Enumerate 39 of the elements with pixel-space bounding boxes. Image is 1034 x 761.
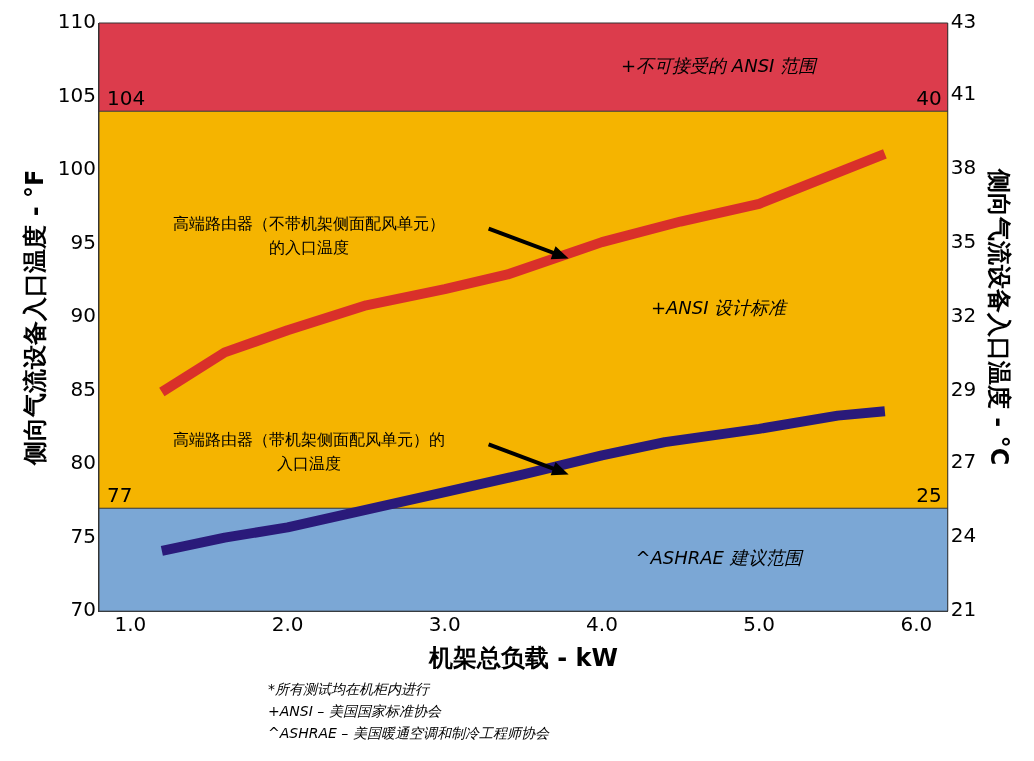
band-label: ^ASHRAE 建议范围 (635, 547, 804, 569)
y2-tick-label: 24 (950, 523, 977, 548)
annotation: 25 (916, 483, 942, 508)
x-tick-label: 4.0 (586, 612, 618, 637)
y-tick-label: 105 (57, 82, 96, 107)
y2-tick-label: 41 (950, 80, 977, 105)
annotation: 高端路由器（不带机架侧面配风单元）的入口温度 (172, 213, 445, 257)
y2-tick-label: 21 (950, 597, 977, 622)
y2-tick-label: 38 (950, 154, 977, 179)
band-label: +不可接受的 ANSI 范围 (621, 54, 819, 76)
band-label: +ANSI 设计标准 (650, 297, 790, 319)
y2-tick-label: 32 (950, 303, 977, 328)
x-tick-label: 2.0 (271, 612, 304, 637)
y-tick-label: 100 (57, 156, 96, 181)
x-tick-label: 3.0 (428, 612, 461, 637)
y-tick-label: 90 (70, 303, 96, 328)
y2-tick-label: 27 (950, 449, 977, 474)
y2-axis-title: 侧向气流设备入口温度 - °C (985, 167, 1014, 466)
text: ^ASHRAE – 美国暖通空调和制冷工程师协会 (268, 724, 551, 743)
y2-tick-label: 43 (950, 9, 977, 34)
y-axis-title: 侧向气流设备入口温度 - °F (20, 169, 49, 466)
text: *所有测试均在机柜内进行 (268, 680, 431, 699)
y-tick-label: 70 (70, 597, 96, 622)
y-tick-label: 80 (70, 450, 96, 475)
y-tick-label: 110 (57, 9, 96, 34)
y-tick-label: 95 (70, 229, 96, 254)
y2-tick-label: 29 (950, 377, 977, 402)
annotation: 40 (916, 86, 942, 111)
x-tick-label: 6.0 (900, 612, 933, 637)
y-tick-label: 75 (70, 523, 96, 548)
x-tick-label: 1.0 (114, 612, 147, 637)
ref-line-label: 77 (106, 483, 133, 508)
x-tick-label: 5.0 (743, 612, 776, 637)
x-axis-title: 机架总负载 - kW (427, 643, 618, 672)
annotation: 高端路由器（带机架侧面配风单元）的入口温度 (172, 429, 445, 473)
ref-line-label: 104 (106, 86, 146, 111)
text: +ANSI – 美国国家标准协会 (268, 702, 443, 721)
y-tick-label: 85 (70, 376, 96, 401)
y2-tick-label: 35 (950, 229, 977, 254)
